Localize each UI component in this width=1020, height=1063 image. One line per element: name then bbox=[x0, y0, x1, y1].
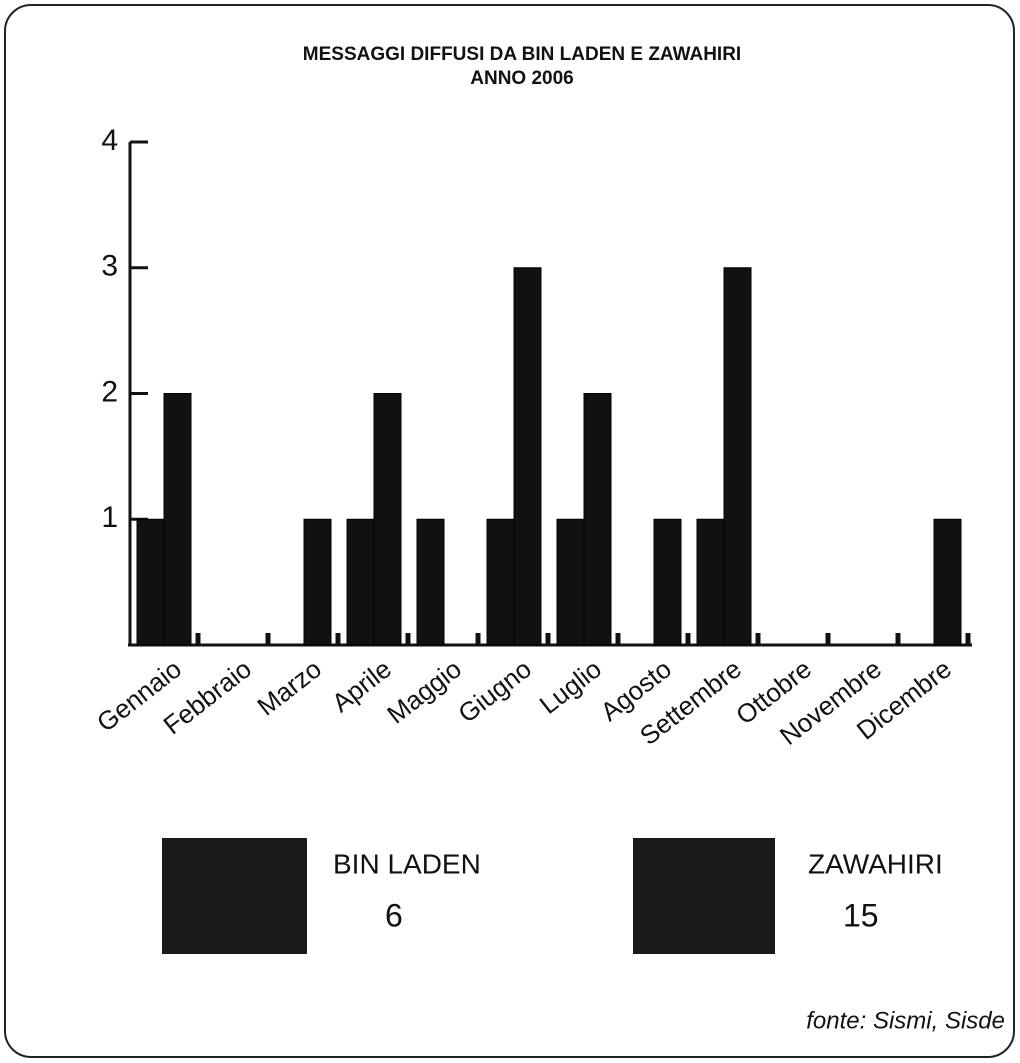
photo bbox=[162, 838, 307, 954]
bar bbox=[583, 393, 612, 646]
bar bbox=[933, 518, 962, 646]
bar bbox=[513, 267, 542, 646]
chart-title: MESSAGGI DIFFUSI DA BIN LADEN E ZAWAHIRI bbox=[303, 44, 741, 65]
bar bbox=[556, 518, 585, 646]
bar bbox=[346, 518, 375, 646]
bar bbox=[653, 518, 682, 646]
bar bbox=[163, 393, 192, 646]
bar bbox=[373, 393, 402, 646]
legend-label: ZAWAHIRI bbox=[808, 848, 943, 879]
y-tick-label: 4 bbox=[101, 124, 118, 157]
photo bbox=[633, 838, 775, 954]
legend-total: 6 bbox=[385, 897, 403, 933]
legend-label: BIN LADEN bbox=[333, 848, 481, 879]
legend-total: 15 bbox=[843, 897, 879, 933]
y-tick-label: 2 bbox=[101, 375, 118, 408]
bar bbox=[486, 518, 515, 646]
bar bbox=[723, 267, 752, 646]
y-tick-label: 1 bbox=[101, 501, 118, 534]
bar bbox=[416, 518, 445, 646]
bar bbox=[303, 518, 332, 646]
bar bbox=[136, 518, 165, 646]
source: fonte: Sismi, Sisde bbox=[806, 1007, 1005, 1034]
chart-subtitle: ANNO 2006 bbox=[470, 68, 574, 89]
bar bbox=[696, 518, 725, 646]
y-tick-label: 3 bbox=[101, 250, 118, 283]
